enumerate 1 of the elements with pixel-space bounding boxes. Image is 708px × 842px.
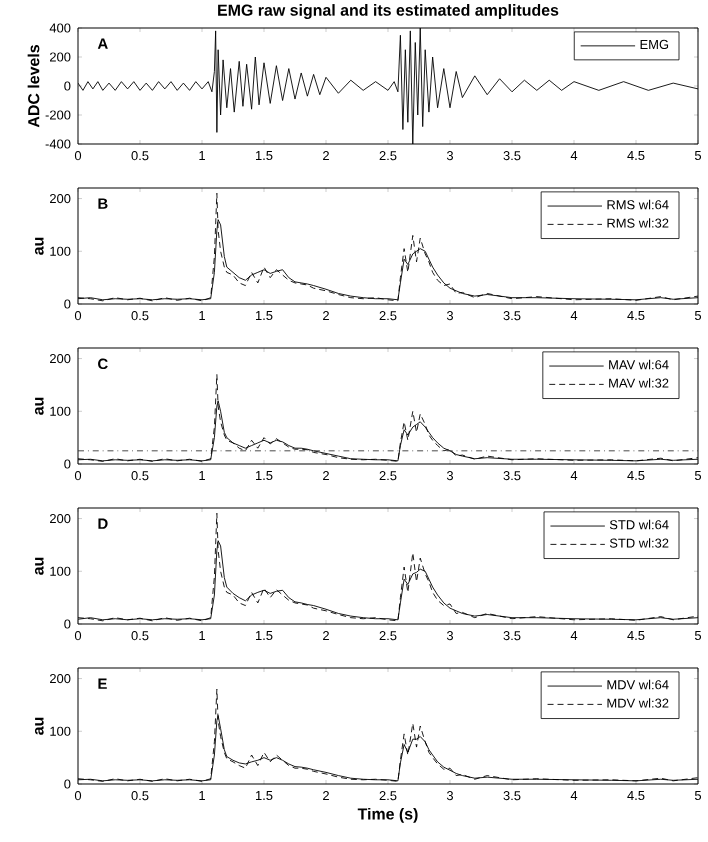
line-series (78, 28, 698, 144)
